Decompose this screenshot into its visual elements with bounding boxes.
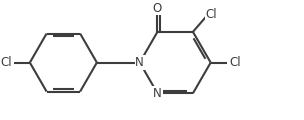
- Text: Cl: Cl: [230, 56, 241, 69]
- Text: Cl: Cl: [0, 56, 12, 69]
- Text: O: O: [153, 2, 162, 15]
- Text: N: N: [135, 56, 144, 69]
- Text: N: N: [153, 87, 162, 100]
- Text: Cl: Cl: [206, 8, 217, 21]
